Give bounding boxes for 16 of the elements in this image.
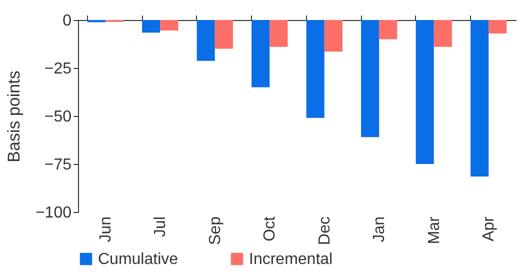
x-tick-label: Oct: [262, 216, 279, 242]
x-tick-label: Sep: [206, 216, 224, 245]
x-tick-label: Jun: [97, 216, 114, 242]
x-tick-label: Jul: [152, 216, 170, 237]
y-tick-label: −50: [44, 108, 72, 126]
x-tick-label: Mar: [426, 216, 443, 244]
x-tick-label: Apr: [480, 216, 498, 242]
y-tick-label: −100: [35, 204, 72, 222]
y-tick-label: −25: [44, 60, 72, 78]
legend-label: Cumulative: [98, 251, 178, 268]
y-tick-label: 0: [62, 12, 72, 30]
x-tick-label: Jan: [371, 216, 388, 242]
y-axis-title: Basis points: [4, 70, 24, 162]
legend-label: Incremental: [249, 251, 333, 268]
y-tick-label: −75: [44, 156, 72, 174]
x-tick-label: Dec: [316, 216, 334, 245]
